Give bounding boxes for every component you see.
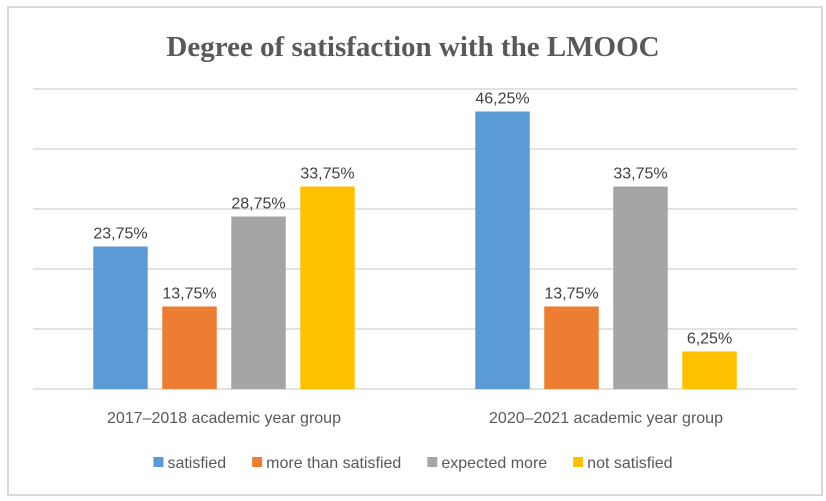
category-label: 2020–2021 academic year group <box>489 410 723 427</box>
bar-satisfied-2 <box>475 111 530 389</box>
legend-label: more than satisfied <box>266 455 401 472</box>
legend-label: not satisfied <box>587 455 672 472</box>
gridlines <box>33 88 797 390</box>
bars <box>93 111 737 389</box>
bar-satisfied-1 <box>93 246 148 389</box>
data-label: 13,75% <box>162 286 216 303</box>
legend: satisfied more than satisfied expected mor… <box>153 455 673 472</box>
data-label: 46,25% <box>475 91 529 108</box>
legend-swatch <box>427 457 438 467</box>
legend-label: expected more <box>441 455 547 472</box>
bar-not-satisfied-1 <box>300 186 355 389</box>
bar-expected-more-2 <box>613 186 668 389</box>
category-label: 2017–2018 academic year group <box>107 410 341 427</box>
legend-item: not satisfied <box>573 455 673 472</box>
data-label: 13,75% <box>544 286 598 303</box>
legend-swatch <box>573 457 584 467</box>
chart-title: Degree of satisfaction with the LMOOC <box>166 31 659 63</box>
data-label: 6,25% <box>687 331 732 348</box>
data-label: 33,75% <box>300 166 354 183</box>
bar-more-than-satisfied-2 <box>544 306 599 389</box>
data-label: 33,75% <box>613 166 667 183</box>
legend-swatch <box>252 457 263 467</box>
data-label: 28,75% <box>231 196 285 213</box>
bar-expected-more-1 <box>231 216 286 389</box>
category-labels: 2017–2018 academic year group 2020–2021 a… <box>107 410 723 427</box>
legend-item: more than satisfied <box>252 455 401 472</box>
bar-more-than-satisfied-1 <box>162 306 217 389</box>
data-labels: 23,75% 13,75% 28,75% 33,75% 46,25% 13,75% 33,7… <box>93 91 732 348</box>
legend-item: satisfied <box>153 455 226 472</box>
bar-not-satisfied-2 <box>682 351 737 389</box>
legend-label: satisfied <box>167 455 226 472</box>
data-label: 23,75% <box>93 226 147 243</box>
legend-swatch <box>153 457 164 467</box>
legend-item: expected more <box>427 455 547 472</box>
